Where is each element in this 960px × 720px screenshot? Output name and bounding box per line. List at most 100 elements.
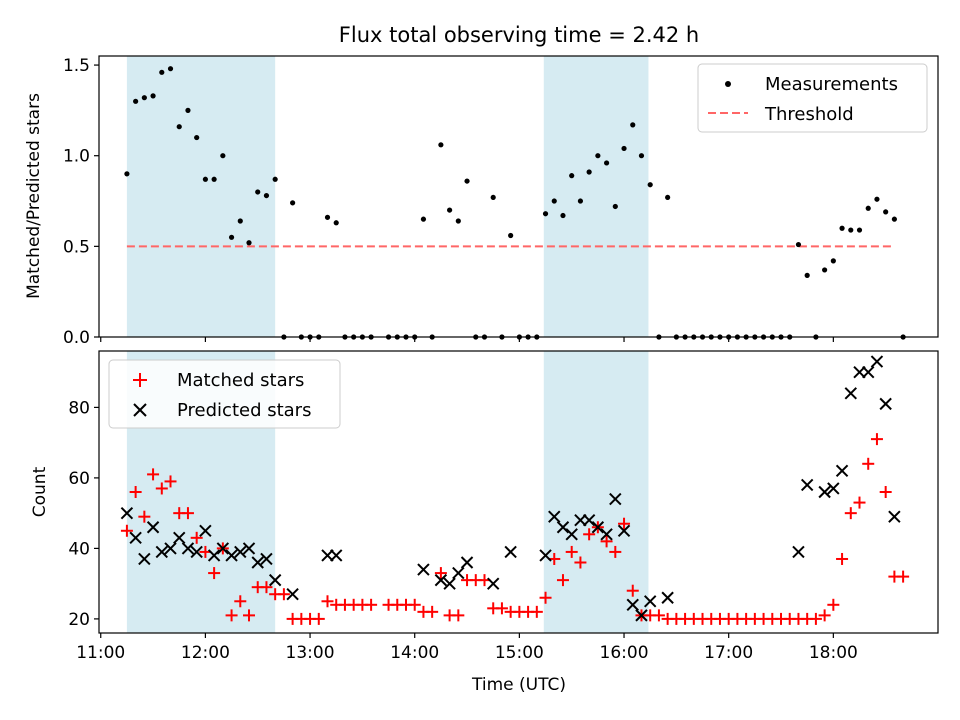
predicted-marker-stroke <box>818 485 831 499</box>
predicted-marker-stroke <box>827 482 840 495</box>
measurement-point <box>438 142 444 148</box>
x-tick-label: 15:00 <box>495 643 544 663</box>
predicted-star-marker <box>635 609 648 622</box>
matched-star-marker <box>277 588 290 601</box>
x-tick-label: 12:00 <box>181 643 230 663</box>
matched-star-marker <box>626 584 639 597</box>
predicted-marker-stroke <box>879 397 892 411</box>
predicted-marker-stroke <box>626 598 639 612</box>
predicted-star-marker <box>199 524 212 537</box>
predicted-star-marker <box>548 510 561 523</box>
measurement-point <box>638 153 645 159</box>
predicted-star-marker <box>286 588 299 601</box>
measurement-point <box>665 194 671 201</box>
predicted-marker-stroke <box>661 591 674 604</box>
measurement-point <box>228 234 235 240</box>
predicted-marker-stroke <box>242 542 256 555</box>
predicted-star-marker <box>443 577 456 590</box>
predicted-marker-stroke <box>251 556 264 569</box>
measurement-point <box>577 198 584 204</box>
matched-star-marker <box>879 486 892 498</box>
x-tick-label: 17:00 <box>704 643 753 663</box>
x-tick-label: 11:00 <box>76 643 125 663</box>
predicted-star-marker <box>146 521 160 534</box>
bottom-x-ticks: 11:00 12:00 13:00 14:00 15:00 16:00 17:00 18:00 <box>76 633 858 663</box>
predicted-marker-stroke <box>539 549 552 562</box>
measurement-point <box>159 69 165 75</box>
measurement-point <box>542 211 549 217</box>
matched-stars-layer <box>120 433 910 625</box>
measurement-point <box>202 176 209 182</box>
predicted-marker-stroke <box>888 510 901 523</box>
legend-measurements-marker <box>725 81 731 87</box>
predicted-star-marker <box>242 542 256 555</box>
x-tick-label: 14:00 <box>390 643 439 663</box>
matched-star-marker <box>618 517 631 530</box>
bottom-y-axis-label: Count <box>30 466 50 517</box>
predicted-marker-stroke <box>434 573 448 587</box>
predicted-marker-stroke <box>268 573 282 587</box>
measurement-point <box>167 66 174 72</box>
measurement-point <box>237 218 243 224</box>
predicted-marker-stroke <box>190 545 203 559</box>
measurement-point <box>822 267 828 273</box>
measurement-point <box>220 153 226 159</box>
measurement-point <box>290 200 296 206</box>
measurement-point <box>586 169 592 175</box>
matched-star-marker <box>225 609 238 622</box>
measurement-point <box>263 192 270 199</box>
matched-star-marker <box>574 556 587 569</box>
legend-matched-label: Matched stars <box>177 370 304 391</box>
predicted-star-marker <box>504 545 517 559</box>
bottom-x-axis-label: Time (UTC) <box>471 675 566 695</box>
predicted-star-marker <box>452 566 465 580</box>
predicted-star-marker <box>225 549 238 562</box>
measurement-point <box>447 207 453 213</box>
x-tick-label: 13:00 <box>286 643 335 663</box>
predicted-marker-stroke <box>556 521 570 534</box>
matched-star-marker <box>827 598 840 611</box>
matched-star-marker <box>809 612 822 625</box>
predicted-star-marker <box>173 531 186 545</box>
predicted-star-marker <box>190 545 203 559</box>
predicted-marker-stroke <box>260 552 273 566</box>
predicted-star-marker <box>216 542 230 555</box>
bottom-legend-box <box>108 359 341 429</box>
predicted-star-marker <box>260 552 273 566</box>
matched-star-marker <box>897 570 910 583</box>
matched-star-marker <box>609 545 622 558</box>
measurement-point <box>603 160 610 166</box>
predicted-marker-stroke <box>487 577 500 590</box>
predicted-marker-stroke <box>417 563 430 576</box>
matched-star-marker <box>365 598 378 611</box>
matched-star-marker <box>129 486 142 498</box>
bottom-legend: Matched stars Predicted stars <box>108 359 341 429</box>
predicted-star-marker <box>661 591 674 604</box>
predicted-star-marker <box>164 542 177 555</box>
predicted-marker-stroke <box>582 513 596 527</box>
x-tick-label: 16:00 <box>600 643 649 663</box>
predicted-star-marker <box>181 542 195 555</box>
top-y-axis-label: Matched/Predicted stars <box>24 93 44 299</box>
predicted-stars-layer <box>120 355 901 622</box>
predicted-marker-stroke <box>617 524 631 537</box>
predicted-star-marker <box>539 549 552 562</box>
predicted-marker-stroke <box>207 549 221 562</box>
matched-star-marker <box>426 605 439 618</box>
measurement-point <box>150 93 156 99</box>
top-legend: Measurements Threshold <box>697 63 928 133</box>
matched-star-marker <box>818 609 831 622</box>
measurement-point <box>124 171 130 177</box>
matched-star-marker <box>147 468 160 481</box>
predicted-star-marker <box>234 545 247 559</box>
predicted-marker-stroke <box>870 355 884 368</box>
matched-star-marker <box>243 609 256 622</box>
predicted-star-marker <box>609 492 622 506</box>
predicted-star-marker <box>827 482 840 495</box>
matched-star-marker <box>600 535 613 548</box>
predicted-star-marker <box>862 365 875 379</box>
predicted-star-marker <box>460 556 474 569</box>
predicted-star-marker <box>626 598 639 612</box>
measurement-point <box>874 196 880 202</box>
measurement-point <box>883 209 889 215</box>
